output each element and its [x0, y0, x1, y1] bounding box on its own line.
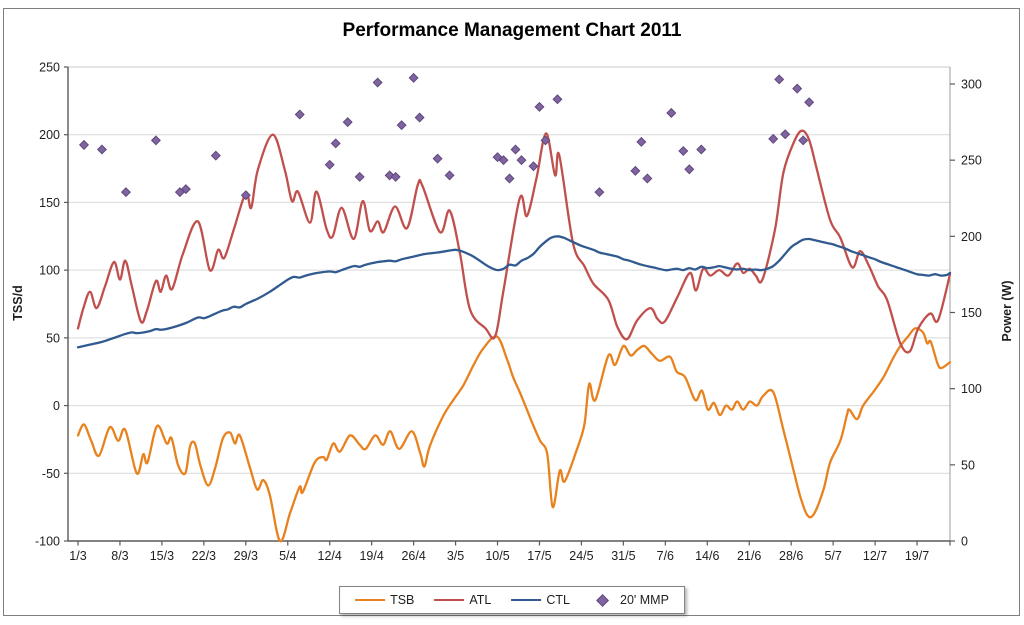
chart-title: Performance Management Chart 2011: [342, 20, 682, 41]
legend-item-atl: ATL: [434, 593, 491, 607]
mmp-point: [240, 190, 251, 201]
tick-label: 8/3: [111, 549, 128, 563]
legend-line-swatch: [511, 599, 542, 601]
mmp-point: [414, 112, 425, 123]
legend-line-swatch: [434, 599, 465, 601]
mmp-point: [792, 83, 803, 94]
mmp-point: [780, 129, 791, 140]
mmp-point: [180, 184, 191, 195]
tick-label: 0: [53, 399, 60, 413]
tick-label: 14/6: [695, 549, 719, 563]
mmp-point: [636, 136, 647, 147]
tick-label: 1/3: [69, 549, 86, 563]
tick-label: 0: [961, 535, 968, 549]
mmp-point: [444, 170, 455, 181]
mmp-point: [96, 144, 107, 155]
tick-label: 17/5: [527, 549, 551, 563]
mmp-point: [324, 159, 335, 170]
tick-label: 3/5: [447, 549, 464, 563]
mmp-point: [516, 155, 527, 166]
mmp-point: [630, 165, 641, 176]
tick-label: 50: [46, 331, 60, 345]
tick-label: 10/5: [485, 549, 509, 563]
tick-label: -100: [35, 535, 60, 549]
mmp-point: [120, 187, 131, 198]
mmp-point: [150, 135, 161, 146]
mmp-point: [552, 94, 563, 105]
mmp-point: [534, 101, 545, 112]
tick-label: 300: [961, 78, 982, 92]
mmp-point: [354, 171, 365, 182]
chart-border: [3, 8, 1020, 616]
tick-label: 50: [961, 458, 975, 472]
mmp-point: [384, 170, 395, 181]
legend-label: TSB: [390, 593, 415, 607]
legend-item-tsb: TSB: [355, 593, 414, 607]
tick-label: 5/7: [824, 549, 841, 563]
tick-label: 200: [39, 128, 60, 142]
mmp-point: [528, 161, 539, 172]
mmp-point: [768, 133, 779, 144]
legend-label: CTL: [546, 593, 570, 607]
tick-label: 5/4: [279, 549, 296, 563]
mmp-point: [330, 138, 341, 149]
tick-label: 26/4: [401, 549, 425, 563]
tick-label: 150: [39, 196, 60, 210]
mmp-point: [774, 74, 785, 85]
tick-label: 24/5: [569, 549, 593, 563]
tick-label: 12/4: [318, 549, 342, 563]
mmp-point: [642, 173, 653, 184]
mmp-point: [804, 97, 815, 108]
mmp-point: [684, 164, 695, 175]
atl-line: [76, 129, 952, 354]
tick-label: 31/5: [611, 549, 635, 563]
tsb-line: [76, 327, 952, 543]
mmp-point: [492, 152, 503, 163]
mmp-point: [408, 72, 419, 83]
mmp-point: [798, 135, 809, 146]
tick-label: 150: [961, 306, 982, 320]
mmp-point: [432, 153, 443, 164]
tick-label: -50: [42, 467, 60, 481]
tick-label: 100: [39, 264, 60, 278]
mmp-point: [396, 120, 407, 131]
mmp-point: [390, 171, 401, 182]
mmp-point: [504, 173, 515, 184]
mmp-point: [540, 135, 551, 146]
tick-label: 19/4: [359, 549, 383, 563]
legend-label: 20' MMP: [620, 593, 669, 607]
tick-label: 250: [39, 61, 60, 75]
legend-item-mmp: 20' MMP: [590, 593, 669, 607]
tick-label: 22/3: [192, 549, 216, 563]
mmp-point: [696, 144, 707, 155]
tick-label: 100: [961, 382, 982, 396]
tick-label: 7/6: [657, 549, 674, 563]
mmp-point: [210, 150, 221, 161]
ctl-line: [76, 235, 952, 349]
tick-label: 200: [961, 230, 982, 244]
mmp-point: [294, 109, 305, 120]
legend: TSB ATL CTL 20' MMP: [339, 586, 685, 614]
legend-line-swatch: [355, 599, 386, 601]
mmp-point: [372, 77, 383, 88]
tick-label: 19/7: [905, 549, 929, 563]
mmp-point: [342, 117, 353, 128]
tick-label: 15/3: [150, 549, 174, 563]
legend-label: ATL: [469, 593, 492, 607]
tick-label: 28/6: [779, 549, 803, 563]
mmp-point: [594, 187, 605, 198]
tick-label: 12/7: [863, 549, 887, 563]
mmp-point: [666, 107, 677, 118]
mmp-point: [678, 146, 689, 157]
tick-label: 250: [961, 154, 982, 168]
legend-diamond-swatch: [596, 593, 609, 607]
tick-label: 21/6: [737, 549, 761, 563]
mmp-point: [78, 139, 90, 150]
mmp-point: [498, 155, 509, 166]
tick-label: 29/3: [234, 549, 258, 563]
mmp-point: [510, 144, 521, 155]
legend-item-ctl: CTL: [511, 593, 570, 607]
